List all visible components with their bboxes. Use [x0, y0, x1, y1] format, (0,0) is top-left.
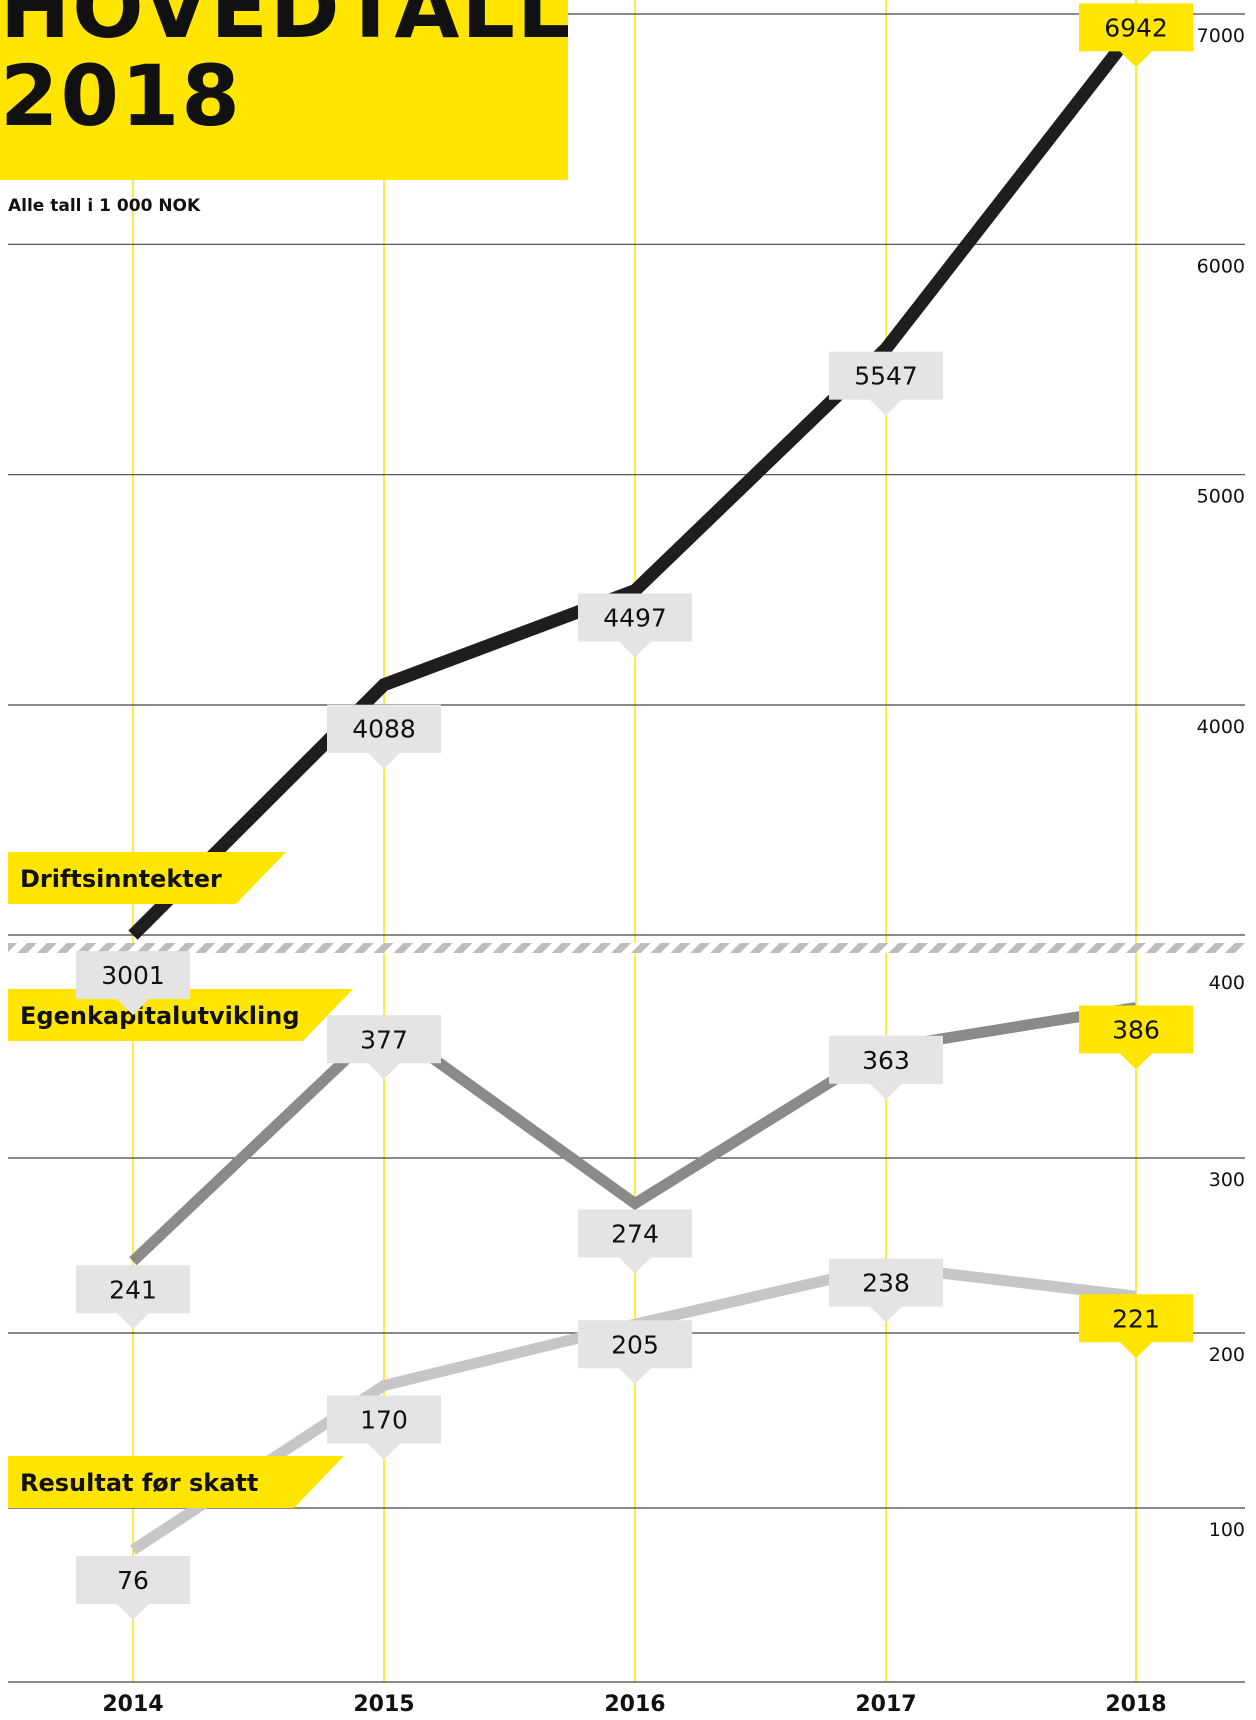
series-label: Resultat før skatt	[8, 1456, 344, 1508]
data-label-pointer	[117, 1313, 149, 1330]
data-label-value: 6942	[1104, 13, 1168, 42]
data-label-box	[1079, 1005, 1193, 1054]
data-label-box	[76, 951, 190, 1000]
data-label-value: 241	[109, 1275, 157, 1304]
series-label: Driftsinntekter	[8, 852, 286, 904]
series-label-flag	[8, 852, 286, 904]
chart-subtitle: Alle tall i 1 000 NOK	[8, 196, 201, 216]
data-label-pointer	[870, 1306, 902, 1323]
series-line-egenkapitalutvikling	[129, 1002, 1137, 1266]
data-label-pointer	[619, 641, 651, 658]
data-label-box	[829, 1035, 943, 1084]
data-label-box	[829, 351, 943, 400]
data-label: 6942	[1079, 3, 1193, 68]
data-label-box	[578, 593, 692, 642]
data-label-box	[76, 1265, 190, 1314]
data-label-value: 3001	[101, 961, 165, 990]
data-label-value: 377	[360, 1025, 408, 1054]
y-tick-label: 400	[1209, 972, 1245, 994]
y-tick-label: 6000	[1197, 255, 1245, 277]
data-label-value: 4088	[352, 715, 416, 744]
data-label-pointer	[870, 399, 902, 416]
data-label-box	[327, 1395, 441, 1444]
data-label-pointer	[368, 1063, 400, 1080]
x-tick-label: 2014	[102, 1692, 163, 1717]
data-label-box	[327, 1015, 441, 1064]
y-tick-label: 100	[1209, 1519, 1245, 1541]
data-label-value: 238	[862, 1269, 910, 1298]
data-label: 386	[1079, 1005, 1193, 1070]
data-label-value: 4497	[603, 604, 667, 633]
y-tick-label: 300	[1209, 1169, 1245, 1191]
data-label-value: 274	[611, 1220, 659, 1249]
data-label-box	[829, 1258, 943, 1307]
axis-break-hatch	[8, 943, 1245, 953]
data-label: 5547	[829, 351, 943, 416]
y-tick-label: 200	[1209, 1344, 1245, 1366]
data-label: 4497	[578, 593, 692, 658]
data-label-value: 170	[360, 1406, 408, 1435]
x-tick-label: 2015	[353, 1692, 414, 1717]
data-label-pointer	[368, 1443, 400, 1460]
data-label-pointer	[117, 999, 149, 1016]
data-label-value: 205	[611, 1330, 659, 1359]
data-label: 221	[1079, 1294, 1193, 1359]
data-label-pointer	[1120, 1342, 1152, 1359]
series-label-flag	[8, 989, 353, 1041]
data-label: 274	[578, 1209, 692, 1274]
data-label-value: 5547	[854, 362, 918, 391]
data-label: 241	[76, 1265, 190, 1330]
x-tick-label: 2017	[855, 1692, 916, 1717]
page-title: HOVEDTALL	[0, 0, 568, 57]
data-label: 4088	[327, 704, 441, 769]
data-label-pointer	[870, 1083, 902, 1100]
data-label-box	[578, 1320, 692, 1369]
data-label-value: 76	[117, 1566, 149, 1595]
data-label: 238	[829, 1258, 943, 1323]
data-label: 205	[578, 1320, 692, 1385]
data-label-value: 363	[862, 1046, 910, 1075]
data-label: 3001	[76, 951, 190, 1016]
title-box: HOVEDTALL 2018	[0, 0, 568, 180]
series-label-flag	[8, 1456, 344, 1508]
data-label-box	[1079, 3, 1193, 52]
series-label-text: Driftsinntekter	[20, 865, 222, 893]
x-tick-label: 2016	[604, 1692, 665, 1717]
data-label: 363	[829, 1035, 943, 1100]
data-label-box	[578, 1209, 692, 1258]
x-tick-label: 2018	[1105, 1692, 1166, 1717]
page-title-year: 2018	[0, 47, 242, 145]
data-label-value: 386	[1112, 1016, 1160, 1045]
data-label-pointer	[117, 1604, 149, 1620]
data-label-pointer	[368, 752, 400, 769]
series-label-text: Egenkapitalutvikling	[20, 1002, 300, 1030]
data-label-pointer	[1120, 1053, 1152, 1070]
data-label-box	[76, 1556, 190, 1604]
data-label: 76	[76, 1556, 190, 1620]
data-label-value: 221	[1112, 1304, 1160, 1333]
series-line-driftsinntekter	[128, 23, 1142, 940]
data-label: 377	[327, 1015, 441, 1080]
data-label-box	[327, 704, 441, 753]
data-label-pointer	[619, 1257, 651, 1274]
series-label: Egenkapitalutvikling	[8, 989, 353, 1041]
y-tick-label: 4000	[1197, 716, 1245, 738]
series-label-text: Resultat før skatt	[20, 1469, 258, 1497]
y-tick-label: 7000	[1197, 25, 1245, 47]
data-label-pointer	[1120, 51, 1152, 68]
data-label: 170	[327, 1395, 441, 1460]
y-tick-label: 5000	[1197, 486, 1245, 508]
data-label-box	[1079, 1294, 1193, 1343]
data-label-pointer	[619, 1368, 651, 1385]
